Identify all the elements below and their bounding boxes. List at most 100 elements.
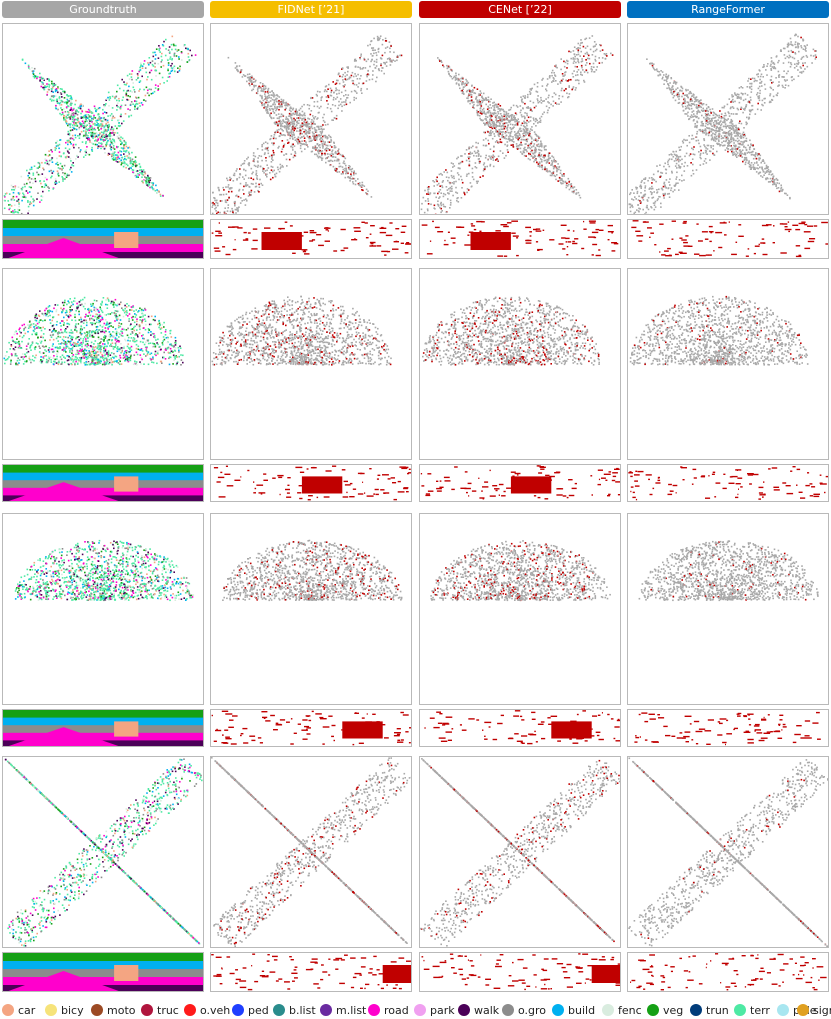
point-cloud-panel [627,23,829,215]
legend-swatch [458,1004,470,1016]
legend-label: build [568,1004,595,1017]
legend-item-trun: trun [690,1003,729,1019]
point-cloud-panel [2,23,204,215]
legend-item-sign: sign [797,1003,831,1019]
point-cloud-panel [210,513,412,705]
legend-swatch [414,1004,426,1016]
point-cloud-image [629,295,809,366]
point-cloud-image [420,758,620,947]
column-header-label: FIDNet [’21] [278,3,345,16]
range-view-image [421,220,619,257]
range-view-strip [2,219,204,259]
point-cloud-panel [210,268,412,460]
range-view-image [213,465,411,501]
legend-swatch [320,1004,332,1016]
legend-label: veg [663,1004,683,1017]
legend-item-park: park [414,1003,455,1019]
point-cloud-panel [627,268,829,460]
legend-swatch [734,1004,746,1016]
legend-item-road: road [368,1003,409,1019]
range-view-image [3,465,203,501]
legend-swatch [232,1004,244,1016]
column-header-label: Groundtruth [69,3,137,16]
legend-label: car [18,1004,35,1017]
legend-swatch [690,1004,702,1016]
legend-swatch [647,1004,659,1016]
point-cloud-panel [210,23,412,215]
range-view-image [3,710,203,746]
point-cloud-image [14,539,195,602]
point-cloud-image [422,296,600,366]
point-cloud-image [211,295,392,366]
range-view-strip [419,464,621,502]
legend-item-terr: terr [734,1003,770,1019]
legend-swatch [502,1004,514,1016]
range-view-image [211,221,411,256]
legend-swatch [552,1004,564,1016]
column-header-cenet: CENet [’22] [419,1,621,18]
legend-swatch [602,1004,614,1016]
range-view-image [631,220,828,258]
range-view-image [211,953,411,991]
legend-item-truc: truc [141,1003,179,1019]
legend-item-moto: moto [91,1003,136,1019]
legend-swatch [273,1004,285,1016]
point-cloud-image [638,540,819,602]
legend-item-bicy: bicy [45,1003,84,1019]
legend-label: o.veh [200,1004,230,1017]
range-view-image [420,465,620,500]
legend-swatch [368,1004,380,1016]
point-cloud-panel [2,268,204,460]
legend-item-walk: walk [458,1003,499,1019]
point-cloud-panel [419,268,621,460]
column-header-label: CENet [’22] [488,3,552,16]
legend-item-veg: veg [647,1003,683,1019]
point-cloud-image [3,296,184,366]
column-header-label: RangeFormer [691,3,765,16]
range-view-image [628,466,828,501]
point-cloud-image [211,757,411,947]
range-view-strip [419,709,621,747]
range-view-strip [210,219,412,259]
legend-swatch [2,1004,14,1016]
point-cloud-image [430,540,611,602]
range-view-strip [627,952,829,992]
legend-label: m.list [336,1004,366,1017]
legend-item-o-gro: o.gro [502,1003,546,1019]
legend-swatch [45,1004,57,1016]
point-cloud-image [3,35,197,214]
point-cloud-image [211,35,403,214]
range-view-strip [210,464,412,502]
legend-item-car: car [2,1003,35,1019]
range-view-strip [627,709,829,747]
legend-label: terr [750,1004,770,1017]
legend-label: sign [813,1004,831,1017]
range-view-strip [210,709,412,747]
range-view-strip [627,464,829,502]
point-cloud-panel [419,513,621,705]
range-view-image [421,953,620,991]
point-cloud-panel [419,756,621,948]
column-header-fidnet: FIDNet [’21] [210,1,412,18]
legend-swatch [797,1004,809,1016]
legend-label: bicy [61,1004,84,1017]
range-view-strip [2,464,204,502]
legend-swatch [777,1004,789,1016]
range-view-strip [2,709,204,747]
legend-label: road [384,1004,409,1017]
legend-item-build: build [552,1003,595,1019]
point-cloud-image [222,539,403,602]
range-view-image [634,711,821,746]
point-cloud-image [420,35,614,214]
range-view-strip [627,219,829,259]
range-view-image [211,710,411,746]
range-view-strip [210,952,412,992]
point-cloud-panel [2,513,204,705]
legend-item-fenc: fenc [602,1003,642,1019]
point-cloud-image [628,757,828,947]
point-cloud-panel [627,756,829,948]
legend-item-ped: ped [232,1003,269,1019]
legend-label: o.gro [518,1004,546,1017]
legend-item-b-list: b.list [273,1003,316,1019]
legend-label: ped [248,1004,269,1017]
